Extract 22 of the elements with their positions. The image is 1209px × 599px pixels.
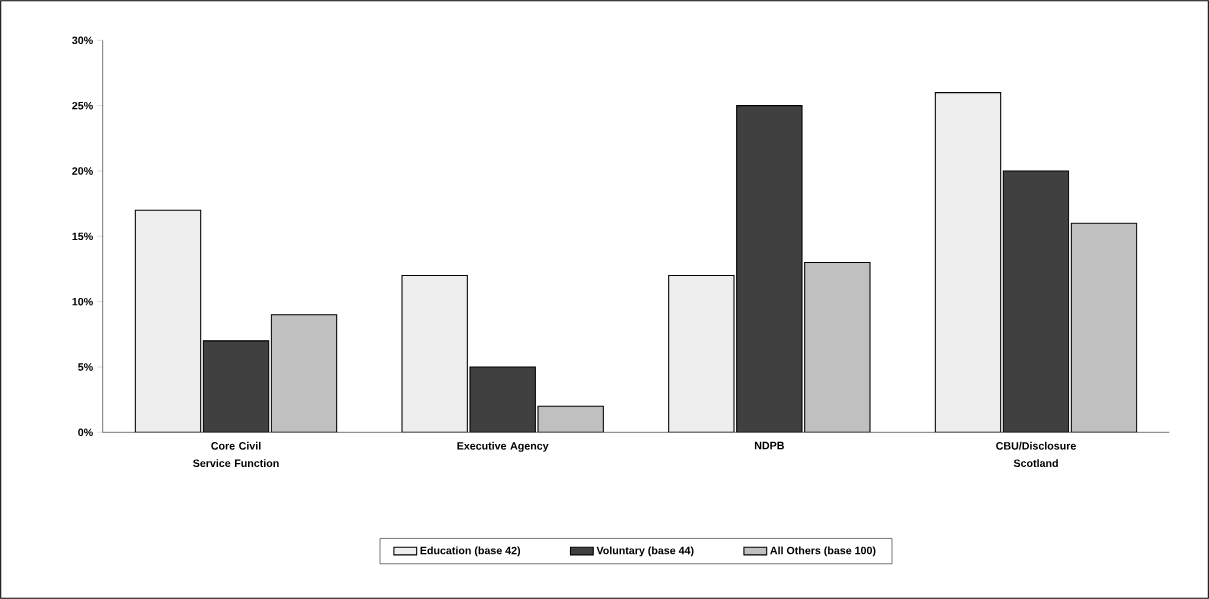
bar: [1070, 222, 1138, 433]
legend-label: All Others (base 100): [770, 546, 876, 557]
y-tick-label: 30%: [72, 36, 93, 45]
x-tick-label: CBU/Disclosure Scotland: [996, 441, 1076, 467]
bar: [1002, 170, 1070, 433]
x-tick-label: Executive Agency: [457, 441, 549, 452]
y-tick-label: 15%: [72, 232, 93, 241]
legend-label: Education (base 42): [420, 546, 521, 557]
x-tick-label: Core Civil Service Function: [193, 441, 279, 467]
bar: [668, 274, 735, 433]
bar: [401, 274, 468, 433]
x-tick-label: NDPB: [754, 441, 784, 450]
y-tick-label: 0%: [78, 428, 93, 437]
y-tick-label: 20%: [72, 167, 93, 175]
y-tick-label: 10%: [72, 297, 93, 306]
y-tick-label: 5%: [78, 363, 93, 371]
bar: [202, 340, 270, 433]
legend-label: Voluntary (base 44): [596, 546, 694, 557]
y-tick-label: 25%: [72, 101, 93, 110]
bar: [934, 92, 1002, 433]
bar: [270, 314, 338, 433]
bar: [134, 209, 202, 433]
